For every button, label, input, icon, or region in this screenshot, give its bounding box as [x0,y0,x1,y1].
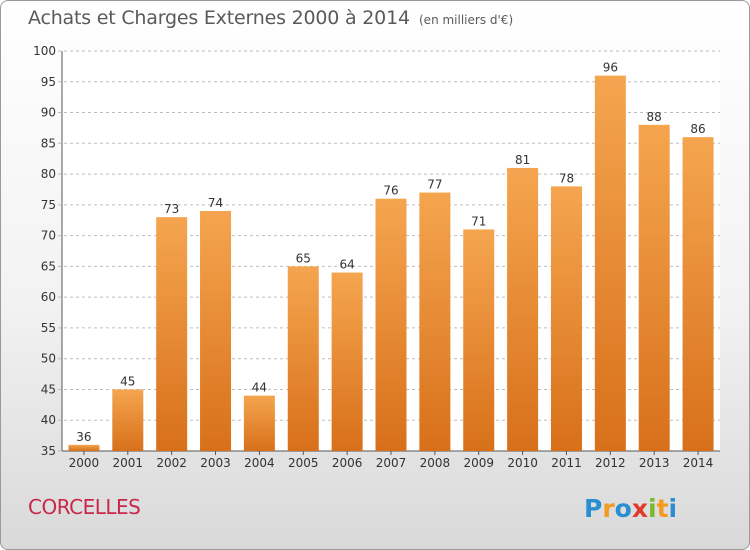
value-label-2007: 76 [383,184,398,198]
x-tick-label-2005: 2005 [288,456,319,470]
bar-2000 [68,444,100,451]
x-tick-label-2003: 2003 [200,456,231,470]
value-label-2008: 77 [427,178,442,192]
y-tick-label: 65 [41,259,56,273]
y-tick-label: 70 [41,229,56,243]
x-tick-label-2007: 2007 [376,456,407,470]
x-tick-label-2000: 2000 [69,456,100,470]
y-tick-label: 55 [41,321,56,335]
bar-2010 [507,167,539,451]
value-label-2001: 45 [120,374,135,388]
x-tick-label-2001: 2001 [113,456,144,470]
x-tick-label-2010: 2010 [507,456,538,470]
value-label-2006: 64 [339,258,354,272]
y-tick-label: 60 [41,290,56,304]
chart-subtitle: (en milliers d'€) [419,13,514,27]
value-label-2003: 74 [208,196,223,210]
x-tick-label-2013: 2013 [639,456,670,470]
value-label-2009: 71 [471,214,486,228]
y-tick-label: 80 [41,167,56,181]
y-tick-label: 95 [41,75,56,89]
value-label-2004: 44 [252,381,267,395]
x-tick-label-2002: 2002 [156,456,187,470]
proxiti-logo[interactable]: Proxiti [584,489,694,525]
bar-2005 [287,266,319,451]
svg-text:Proxiti: Proxiti [584,494,677,523]
proxiti-logo-mark: Proxiti [584,494,677,523]
bar-2004 [243,395,275,451]
x-tick-label-2008: 2008 [420,456,451,470]
y-tick-label: 45 [41,382,56,396]
value-label-2014: 86 [690,122,705,136]
bar-2007 [375,198,407,451]
x-tick-label-2012: 2012 [595,456,626,470]
y-tick-label: 75 [41,198,56,212]
x-tick-label-2006: 2006 [332,456,363,470]
bar-2003 [200,211,232,451]
bar-2008 [419,192,451,452]
value-label-2013: 88 [647,110,662,124]
y-tick-label: 85 [41,136,56,150]
y-tick-label: 40 [41,413,56,427]
value-label-2010: 81 [515,153,530,167]
bar-2006 [331,272,363,451]
y-tick-label: 35 [41,444,56,458]
y-tick-label: 90 [41,106,56,120]
value-label-2000: 36 [76,430,91,444]
value-label-2005: 65 [296,251,311,265]
value-label-2011: 78 [559,171,574,185]
x-tick-label-2004: 2004 [244,456,275,470]
x-tick-label-2014: 2014 [683,456,714,470]
x-tick-label-2011: 2011 [551,456,582,470]
bar-2011 [550,186,582,451]
y-tick-label: 100 [33,44,56,58]
y-tick-label: 50 [41,352,56,366]
value-label-2002: 73 [164,202,179,216]
x-tick-label-2009: 2009 [463,456,494,470]
bar-2014 [682,137,714,451]
city-name: CORCELLES [28,495,141,519]
bar-2013 [638,124,670,451]
bar-2001 [112,389,144,451]
chart-title: Achats et Charges Externes 2000 à 2014 [28,7,410,29]
bar-2002 [156,217,188,451]
bar-2009 [463,229,495,451]
value-label-2012: 96 [603,61,618,75]
bar-2012 [594,75,626,451]
